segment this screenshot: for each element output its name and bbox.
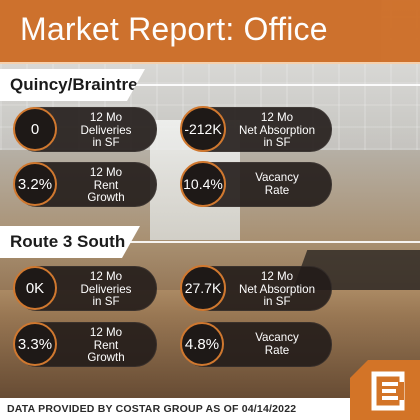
label-line: 12 Mo [89,111,123,124]
label-line: Deliveries [80,282,132,296]
stat-label: 12 Mo Net Absorption in SF [229,111,325,150]
label-line: Deliveries [80,123,132,137]
section-divider [0,84,420,86]
stat-value: 27.7K [180,265,226,311]
stat-net-absorption: -212K 12 Mo Net Absorption in SF [180,106,332,152]
label-line: Vacancy [255,331,299,344]
brand-logo [350,360,420,420]
label-line: Net Absorption [238,282,316,296]
stat-value: 0K [13,266,57,310]
stat-deliveries: 0 12 Mo Deliveries in SF [13,107,157,152]
label-line: 12 Mo [260,270,294,283]
stat-value: -212K [180,106,226,152]
stat-rent-growth: 3.2% 12 Mo Rent Growth [13,162,157,207]
stat-rent-growth: 3.3% 12 Mo Rent Growth [13,322,157,367]
footer-credit: DATA PROVIDED BY COSTAR GROUP AS OF 04/1… [7,403,297,415]
label-line: Rate [264,343,290,357]
section-title: Route 3 South [10,232,126,251]
stat-label: 12 Mo Rent Growth [62,166,150,205]
stat-label: Vacancy Rate [229,171,325,197]
stat-label: 12 Mo Deliveries in SF [62,270,150,309]
label-line: Growth [87,351,125,364]
stat-value: 3.2% [13,162,57,206]
stat-value: 4.8% [180,322,224,366]
stat-value: 3.3% [13,322,57,366]
stat-label: 12 Mo Deliveries in SF [62,111,150,150]
label-line: in SF [263,136,291,149]
title-banner: Market Report: Office [0,0,420,62]
stat-net-absorption: 27.7K 12 Mo Net Absorption in SF [180,265,332,311]
title-underline [0,62,420,64]
section-header-quincy-braintree: Quincy/Braintree [0,69,145,101]
label-line: 12 Mo [89,326,123,339]
label-line: Vacancy [255,171,299,184]
label-line: Rent [93,178,119,192]
stat-vacancy-rate: 10.4% Vacancy Rate [180,161,332,207]
label-line: Rate [264,183,290,197]
stat-value: 10.4% [180,161,226,207]
label-line: 12 Mo [260,111,294,124]
page-title: Market Report: Office [20,11,328,47]
stat-label: Vacancy Rate [229,331,325,357]
footer-bar: DATA PROVIDED BY COSTAR GROUP AS OF 04/1… [0,398,350,420]
stat-vacancy-rate: 4.8% Vacancy Rate [180,322,332,367]
label-line: in SF [92,136,120,149]
label-line: in SF [92,295,120,308]
label-line: in SF [263,295,291,308]
label-line: Growth [87,191,125,204]
label-line: 12 Mo [89,166,123,179]
ce-logo-icon [371,371,405,411]
stat-label: 12 Mo Net Absorption in SF [229,270,325,309]
label-line: Rent [93,338,119,352]
label-line: 12 Mo [89,270,123,283]
section-divider [0,241,420,243]
label-line: Net Absorption [238,123,316,137]
stat-deliveries: 0K 12 Mo Deliveries in SF [13,266,157,311]
section-header-route-3-south: Route 3 South [0,226,140,258]
section-title: Quincy/Braintree [10,75,147,94]
stat-label: 12 Mo Rent Growth [62,326,150,365]
stat-value: 0 [13,107,57,151]
